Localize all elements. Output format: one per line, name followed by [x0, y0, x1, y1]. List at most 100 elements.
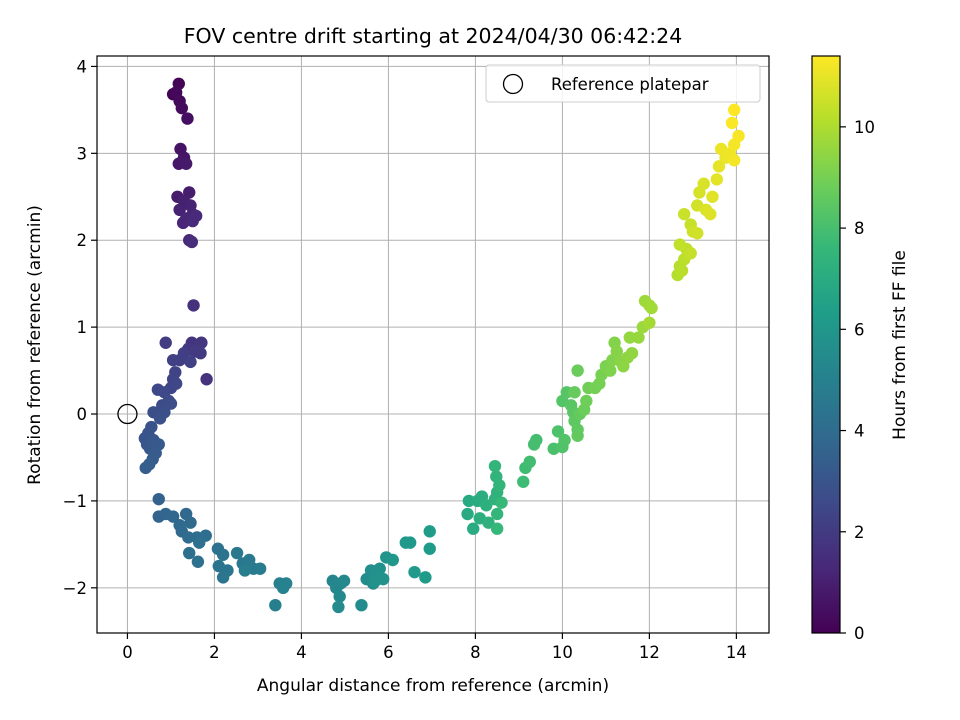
data-point: [179, 157, 193, 170]
data-point: [187, 299, 200, 312]
colorbar-ticks: 0 2 4 6 8 10: [840, 118, 875, 643]
data-point: [159, 336, 172, 349]
y-tick-label: −2: [63, 579, 87, 598]
data-point: [675, 264, 689, 277]
data-point: [467, 522, 480, 535]
data-point: [373, 562, 386, 575]
data-point: [182, 531, 195, 544]
data-point: [152, 492, 165, 506]
data-point: [269, 598, 282, 612]
data-point: [461, 507, 474, 521]
data-point: [677, 207, 691, 221]
data-point: [189, 209, 203, 223]
data-point: [216, 571, 230, 584]
colorbar-tick-label: 6: [854, 320, 865, 339]
data-point: [732, 129, 745, 143]
data-point: [276, 581, 290, 595]
reference-point: [117, 403, 138, 425]
data-point: [551, 425, 565, 438]
data-point: [632, 331, 645, 344]
data-point: [488, 459, 502, 473]
colorbar-gradient: [812, 56, 840, 633]
data-point: [216, 548, 230, 561]
data-point: [523, 455, 536, 469]
data-point: [173, 203, 186, 217]
data-point: [166, 510, 180, 523]
x-tick-label: 2: [209, 643, 220, 662]
colorbar-tick-label: 4: [854, 422, 865, 441]
data-point: [493, 479, 506, 492]
data-point: [194, 346, 207, 360]
data-point: [183, 546, 196, 560]
data-points: [138, 77, 745, 614]
data-point: [355, 598, 368, 612]
colorbar: 0 2 4 6 8 10 Hours from first FF file: [811, 55, 910, 643]
data-point: [419, 571, 432, 584]
colorbar-tick-label: 0: [854, 624, 865, 643]
y-tick-label: −1: [63, 492, 87, 511]
data-point: [495, 496, 508, 509]
data-point: [184, 516, 197, 529]
x-axis-label: Angular distance from reference (arcmin): [257, 676, 609, 696]
data-point: [490, 507, 504, 521]
data-point: [423, 542, 436, 555]
data-point: [230, 546, 244, 560]
data-point: [527, 438, 541, 451]
data-point: [568, 386, 581, 399]
grid-lines: [97, 56, 769, 633]
data-point: [193, 536, 206, 549]
data-point: [558, 433, 571, 447]
colorbar-tick-label: 2: [854, 523, 865, 542]
data-point: [684, 247, 697, 260]
y-tick-label: 1: [77, 318, 88, 337]
data-point: [480, 499, 493, 512]
data-point: [423, 525, 436, 538]
data-point: [490, 522, 504, 535]
y-tick-label: 2: [77, 231, 88, 250]
colorbar-tick-label: 8: [854, 219, 865, 238]
reference-marker: [117, 403, 138, 425]
colorbar-label: Hours from first FF file: [890, 250, 910, 440]
chart-title: FOV centre drift starting at 2024/04/30 …: [184, 24, 683, 48]
x-tick-label: 10: [552, 643, 573, 662]
data-point: [164, 397, 178, 410]
data-point: [142, 458, 156, 471]
x-tick-label: 14: [726, 643, 747, 662]
data-point: [704, 207, 717, 221]
data-point: [706, 190, 719, 203]
x-tick-label: 6: [383, 643, 394, 662]
x-tick-label: 0: [122, 643, 133, 662]
data-point: [691, 227, 704, 240]
data-point: [238, 564, 252, 577]
data-point: [517, 475, 530, 488]
data-point: [571, 364, 584, 377]
x-tick-label: 8: [470, 643, 481, 662]
data-point: [166, 353, 180, 367]
data-point: [673, 238, 687, 251]
data-point: [337, 574, 351, 588]
y-axis-label: Rotation from reference (arcmin): [25, 205, 45, 485]
x-tick-label: 12: [639, 643, 660, 662]
legend: Reference platepar: [485, 64, 761, 103]
data-point: [185, 235, 199, 249]
data-point: [625, 346, 639, 360]
y-tick-label: 3: [77, 144, 88, 163]
data-point: [580, 394, 593, 408]
data-point: [728, 103, 741, 117]
plot-frame: [96, 55, 770, 634]
data-point: [176, 216, 190, 230]
colorbar-tick-label: 10: [854, 118, 875, 137]
legend-marker-icon: [502, 73, 524, 95]
data-point: [482, 516, 495, 529]
data-point: [604, 364, 617, 377]
y-tick-label: 4: [77, 57, 88, 76]
data-point: [253, 562, 267, 575]
data-point: [153, 412, 167, 425]
data-point: [403, 536, 417, 549]
colorbar-frame: [811, 55, 841, 634]
data-point: [728, 154, 741, 167]
data-point: [369, 574, 382, 588]
legend-box: [485, 64, 761, 103]
